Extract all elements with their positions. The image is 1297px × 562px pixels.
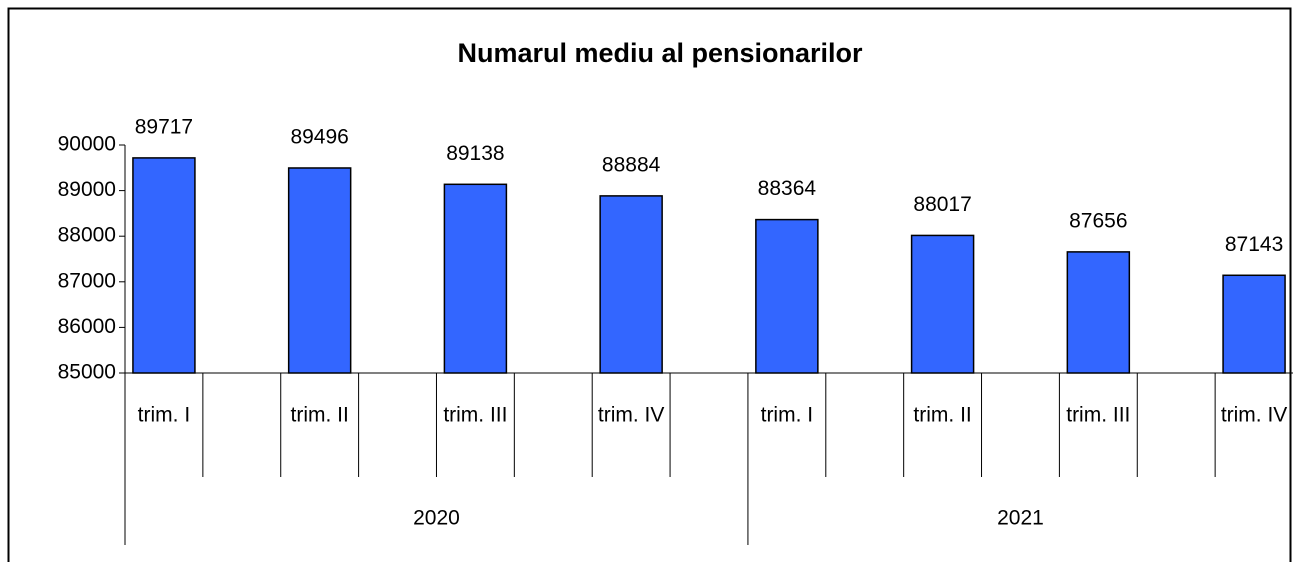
y-tick-label: 85000 bbox=[58, 361, 116, 384]
bar bbox=[910, 234, 975, 374]
data-label: 89138 bbox=[446, 142, 504, 165]
x-tick-label: trim. II bbox=[913, 404, 971, 427]
y-tick-label: 89000 bbox=[58, 178, 116, 201]
bar bbox=[132, 157, 196, 374]
data-label: 89717 bbox=[135, 115, 193, 138]
chart-title: Numarul mediu al pensionarilor bbox=[457, 38, 863, 68]
bar bbox=[443, 183, 508, 374]
y-tick-label: 88000 bbox=[58, 224, 116, 247]
group-label: 2021 bbox=[997, 507, 1044, 530]
data-label: 87656 bbox=[1069, 209, 1127, 232]
x-tick-label: trim. IV bbox=[598, 404, 665, 427]
x-tick-label: trim. III bbox=[1066, 404, 1130, 427]
x-tick-label: trim. I bbox=[761, 404, 814, 427]
x-tick-label: trim. II bbox=[291, 404, 349, 427]
x-tick-label: trim. IV bbox=[1221, 404, 1288, 427]
data-label: 88884 bbox=[602, 153, 661, 176]
y-tick-label: 90000 bbox=[58, 133, 116, 156]
bar bbox=[287, 167, 352, 374]
data-label: 88364 bbox=[758, 177, 817, 200]
bar bbox=[755, 218, 819, 374]
bar bbox=[1066, 251, 1131, 374]
y-tick-label: 87000 bbox=[58, 269, 116, 292]
y-tick-label: 86000 bbox=[58, 315, 116, 338]
data-label: 88017 bbox=[913, 193, 971, 216]
x-tick-label: trim. III bbox=[443, 404, 507, 427]
x-tick-label: trim. I bbox=[138, 404, 191, 427]
bar bbox=[599, 195, 663, 374]
data-label: 87143 bbox=[1225, 233, 1283, 256]
bar bbox=[1222, 274, 1286, 374]
group-label: 2020 bbox=[413, 507, 460, 530]
data-label: 89496 bbox=[290, 126, 348, 149]
